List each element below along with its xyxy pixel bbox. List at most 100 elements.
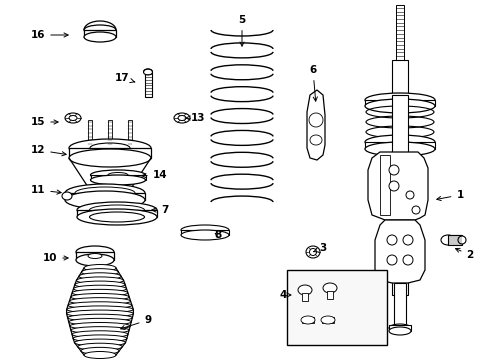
Ellipse shape [69, 318, 131, 325]
Bar [321, 317, 333, 323]
Ellipse shape [75, 281, 125, 288]
Bar [447, 235, 461, 245]
Bar [84, 30, 116, 37]
Ellipse shape [388, 327, 410, 335]
Ellipse shape [178, 116, 185, 121]
Ellipse shape [71, 293, 129, 301]
Bar [364, 142, 434, 149]
Ellipse shape [72, 331, 128, 338]
Ellipse shape [364, 142, 434, 156]
Circle shape [386, 255, 396, 265]
Ellipse shape [66, 306, 133, 313]
Bar [302, 293, 307, 301]
Text: 9: 9 [121, 315, 151, 329]
Ellipse shape [174, 113, 190, 123]
Bar [69, 148, 151, 158]
Ellipse shape [81, 269, 118, 276]
Bar [76, 252, 114, 260]
Ellipse shape [78, 343, 122, 350]
Bar [77, 210, 157, 217]
Ellipse shape [70, 323, 130, 329]
Ellipse shape [108, 172, 128, 177]
Text: 8: 8 [214, 230, 221, 240]
Bar [388, 325, 410, 331]
Ellipse shape [84, 265, 116, 271]
Ellipse shape [305, 246, 319, 258]
Circle shape [411, 206, 419, 214]
Ellipse shape [73, 335, 127, 342]
Ellipse shape [65, 191, 145, 209]
Text: 15: 15 [31, 117, 58, 127]
Bar [379, 155, 389, 215]
Bar [395, 5, 403, 60]
Circle shape [386, 235, 396, 245]
Bar [108, 120, 112, 148]
Bar [286, 270, 386, 345]
Bar [391, 60, 407, 95]
Ellipse shape [68, 302, 132, 309]
Ellipse shape [364, 93, 434, 107]
Text: 12: 12 [31, 145, 66, 156]
Ellipse shape [297, 285, 311, 295]
Text: 16: 16 [31, 30, 68, 40]
Bar [364, 100, 434, 106]
Ellipse shape [71, 327, 129, 334]
Ellipse shape [76, 246, 114, 258]
Ellipse shape [320, 316, 334, 324]
Circle shape [402, 255, 412, 265]
Text: 14: 14 [142, 170, 167, 180]
Ellipse shape [81, 347, 119, 354]
Ellipse shape [79, 273, 121, 280]
Text: 2: 2 [455, 248, 473, 260]
Ellipse shape [77, 209, 157, 225]
Ellipse shape [84, 25, 116, 35]
Polygon shape [367, 152, 427, 220]
Text: 7: 7 [152, 205, 168, 215]
Circle shape [388, 165, 398, 175]
Ellipse shape [76, 254, 114, 266]
Bar [145, 72, 152, 97]
Ellipse shape [309, 248, 316, 256]
Ellipse shape [143, 69, 152, 75]
Ellipse shape [75, 187, 135, 199]
Ellipse shape [69, 116, 77, 121]
Ellipse shape [364, 99, 434, 113]
Text: 10: 10 [42, 253, 68, 263]
Ellipse shape [181, 225, 228, 235]
Ellipse shape [90, 143, 130, 153]
Bar [88, 120, 92, 148]
Ellipse shape [90, 175, 145, 185]
Ellipse shape [88, 253, 102, 258]
Ellipse shape [323, 283, 336, 293]
Circle shape [388, 181, 398, 191]
Ellipse shape [73, 285, 126, 292]
Ellipse shape [84, 32, 116, 42]
Bar [181, 230, 228, 235]
Polygon shape [374, 220, 424, 283]
Ellipse shape [76, 277, 123, 284]
Bar [91, 175, 146, 180]
Ellipse shape [67, 314, 132, 321]
Ellipse shape [77, 202, 157, 218]
Text: 17: 17 [115, 73, 135, 83]
Bar [393, 283, 405, 328]
Ellipse shape [65, 184, 145, 202]
Ellipse shape [364, 135, 434, 149]
Ellipse shape [65, 113, 81, 123]
Ellipse shape [388, 324, 410, 332]
Ellipse shape [440, 235, 454, 245]
Text: 11: 11 [31, 185, 61, 195]
Circle shape [402, 235, 412, 245]
Ellipse shape [301, 316, 314, 324]
Text: 1: 1 [436, 190, 463, 201]
Ellipse shape [84, 351, 116, 359]
Bar [391, 95, 407, 295]
Bar [302, 317, 313, 323]
Ellipse shape [457, 236, 465, 244]
Ellipse shape [181, 230, 228, 240]
Bar [128, 120, 132, 148]
Ellipse shape [89, 212, 144, 222]
Text: 4: 4 [279, 290, 290, 300]
Ellipse shape [69, 298, 130, 305]
Text: 3: 3 [313, 243, 326, 253]
